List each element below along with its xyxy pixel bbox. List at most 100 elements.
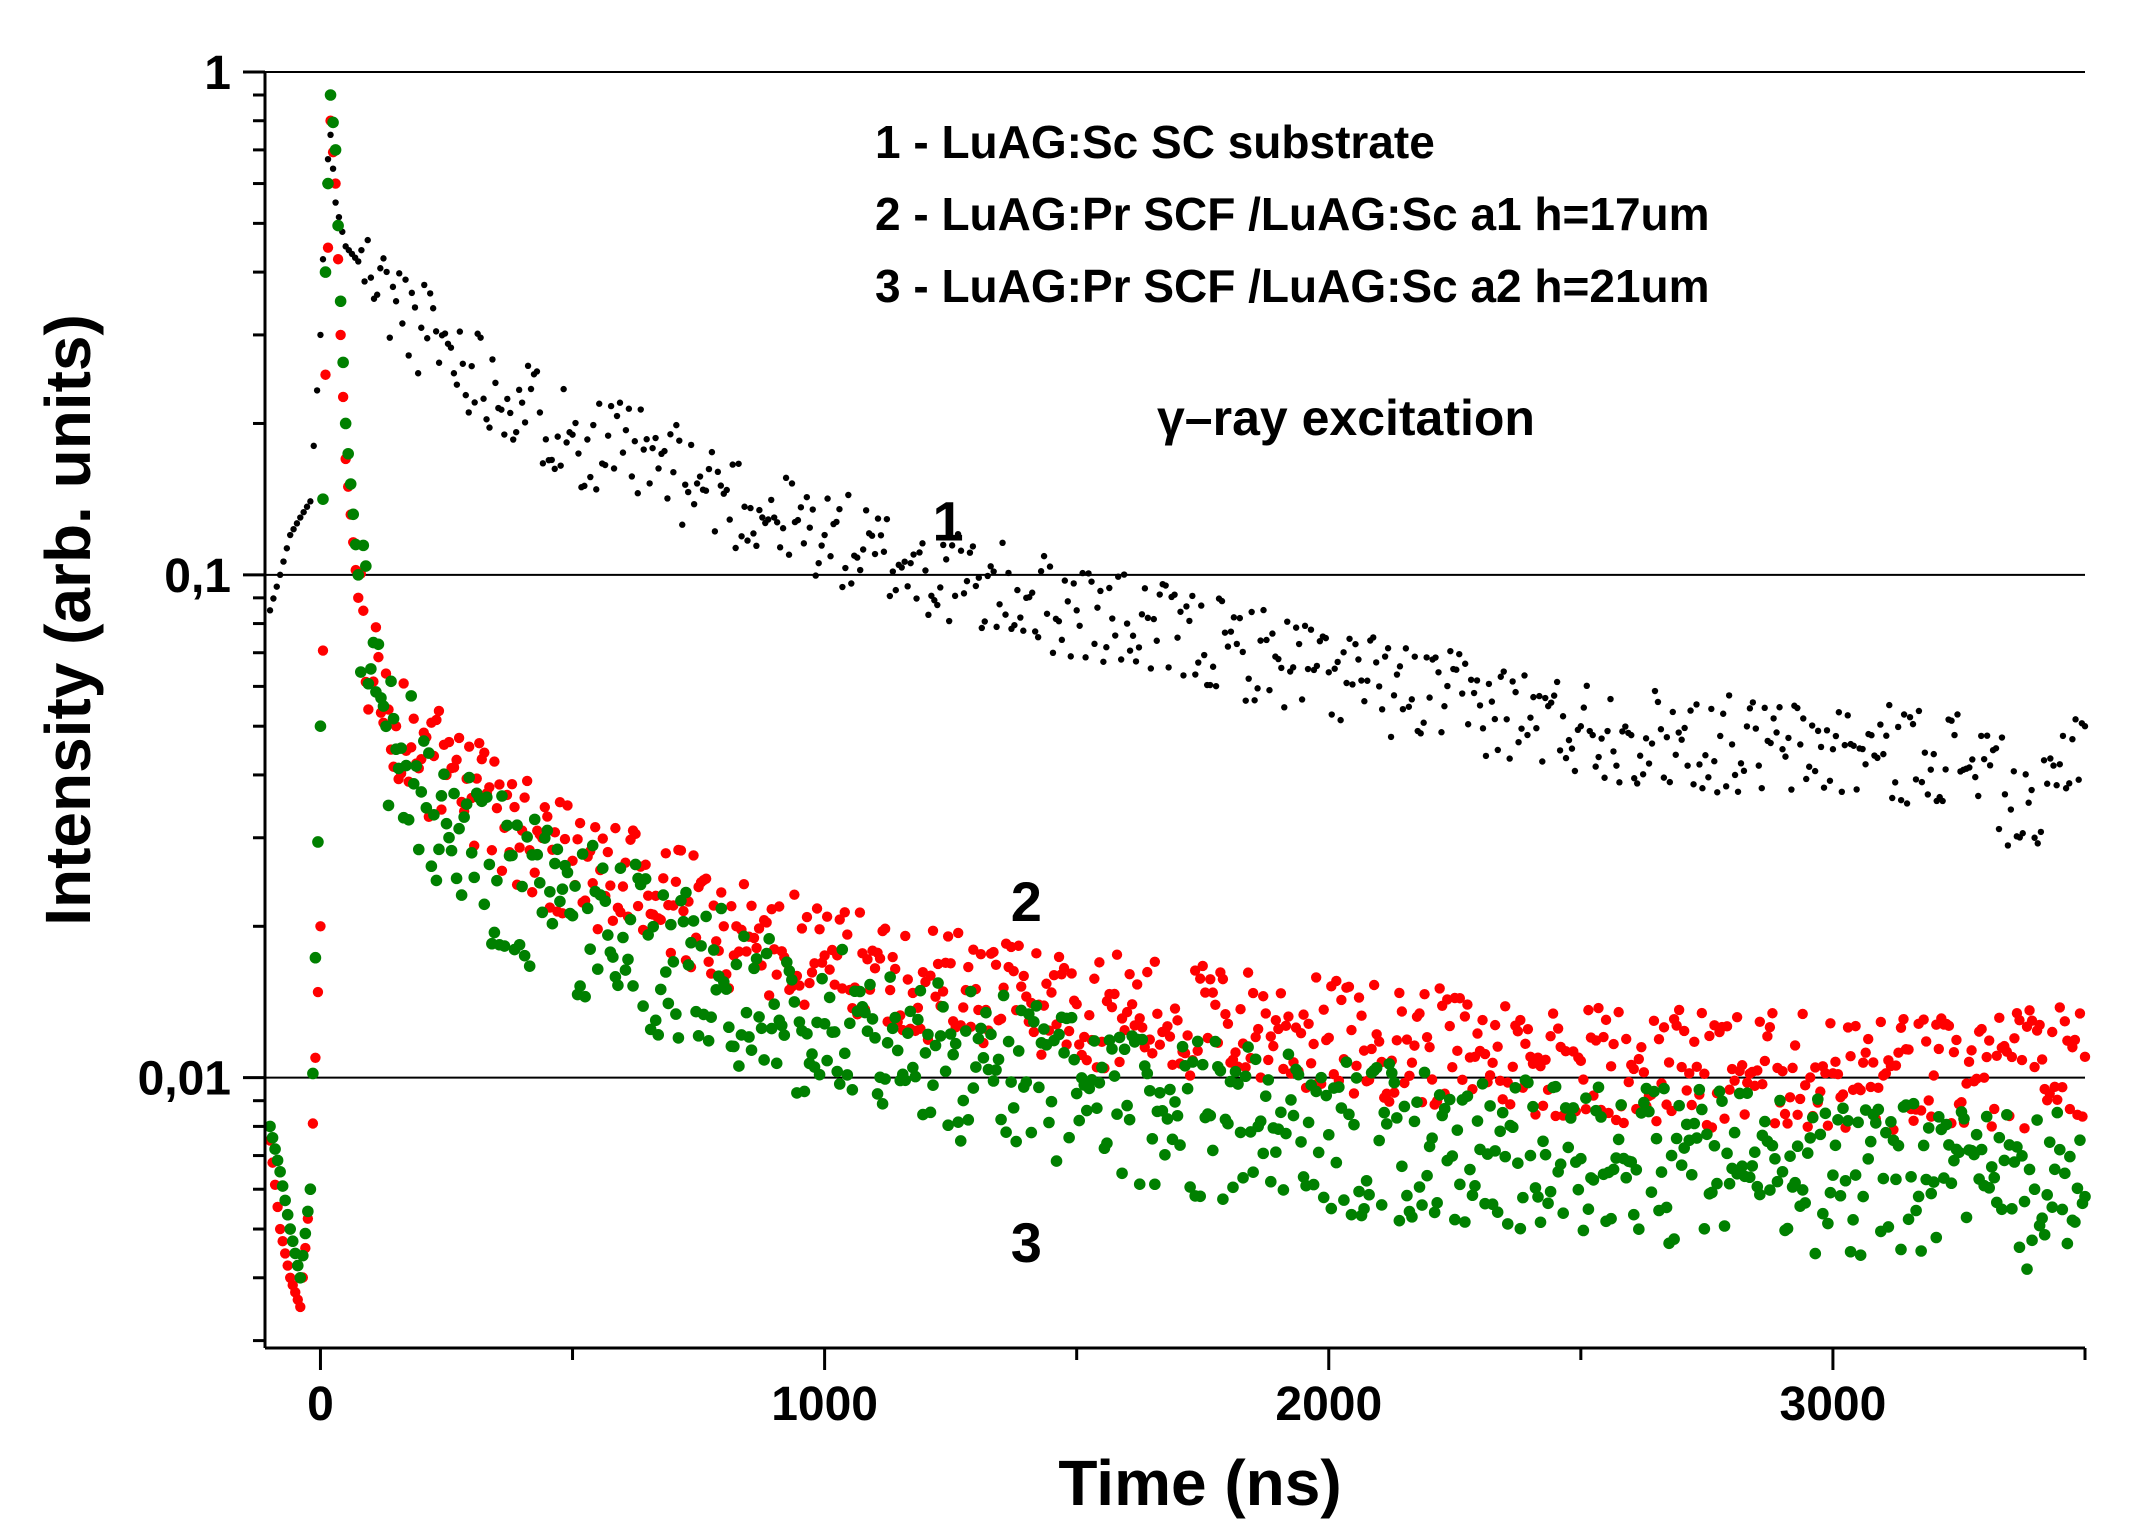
series-3-dot xyxy=(614,862,627,874)
series-2-dot xyxy=(842,929,853,940)
series-3-dot xyxy=(692,1030,705,1042)
series-3-dot xyxy=(712,970,725,982)
series-3-dot xyxy=(1217,1193,1229,1205)
series-1-dot xyxy=(1536,692,1543,700)
series-2-dot xyxy=(529,867,540,878)
series-2-dot xyxy=(975,949,987,960)
series-1-dot xyxy=(2047,755,2054,762)
series-1-dot xyxy=(1266,686,1273,694)
series-1-dot xyxy=(1355,656,1362,663)
series-1-dot xyxy=(590,421,597,429)
series-1-dot xyxy=(1675,729,1682,736)
series-3-point xyxy=(339,417,352,430)
series-1-dot xyxy=(1613,762,1620,769)
series-3-dot xyxy=(1446,1150,1459,1162)
series-1-dot xyxy=(1785,734,1792,742)
series-1-dot xyxy=(1660,774,1668,781)
series-2-dot xyxy=(431,714,442,726)
series-3-dot xyxy=(1116,1167,1128,1180)
series-3-dot xyxy=(977,1052,990,1064)
series-3-dot xyxy=(1665,1149,1678,1162)
series-1-point xyxy=(1527,714,1534,721)
series-3-dot xyxy=(271,1154,284,1167)
series-2-dot xyxy=(1918,1014,1929,1025)
series-1-dot xyxy=(768,496,775,504)
series-3-dot xyxy=(1282,1048,1295,1061)
series-1-dot xyxy=(1304,665,1312,673)
series-3-dot xyxy=(463,771,475,784)
series-3-dot xyxy=(1973,1173,1985,1185)
series-1-point xyxy=(1325,669,1332,676)
series-2-dot xyxy=(1759,1055,1771,1067)
series-3-dot xyxy=(579,990,591,1003)
series-1-dot xyxy=(1547,699,1555,706)
series-3-dot xyxy=(861,1025,874,1038)
series-3-dot xyxy=(1557,1207,1569,1219)
series-1-dot xyxy=(1239,648,1246,656)
series-1-dot xyxy=(975,574,983,581)
series-3-dot xyxy=(1925,1187,1938,1200)
series-1-point xyxy=(2056,761,2063,768)
series-2-dot xyxy=(1305,1058,1317,1069)
series-1-dot xyxy=(1055,618,1063,625)
series-3-dot xyxy=(1103,1034,1116,1047)
series-1-dot xyxy=(1411,653,1418,660)
series-3-dot xyxy=(781,956,793,968)
series-3-point xyxy=(970,1061,982,1073)
series-1-dot xyxy=(1633,780,1641,787)
series-1-dot xyxy=(293,520,301,527)
series-1-dot xyxy=(948,542,956,549)
series-3-dot xyxy=(914,984,927,997)
series-2-dot xyxy=(1507,1061,1518,1072)
series-1-dot xyxy=(1201,651,1208,659)
series-3-dot xyxy=(1532,1191,1544,1203)
series-3-dot xyxy=(2011,1141,2023,1153)
series-1-dot xyxy=(637,406,644,413)
series-3-dot xyxy=(1728,1126,1741,1139)
series-2-dot xyxy=(1303,1018,1314,1029)
series-3-dot xyxy=(949,1037,962,1050)
series-3-dot xyxy=(1713,1085,1726,1098)
series-1-dot xyxy=(1150,615,1157,623)
series-3-dot xyxy=(750,952,763,965)
series-3-dot xyxy=(1837,1102,1849,1115)
series-1-dot xyxy=(1209,663,1217,670)
series-1-dot xyxy=(1464,721,1472,728)
series-1-dot xyxy=(951,592,959,600)
series-1-dot xyxy=(1918,778,1926,786)
series-2-dot xyxy=(1220,1008,1231,1020)
series-3-dot xyxy=(423,747,435,759)
series-2-dot xyxy=(1963,1056,1975,1068)
series-3-dot xyxy=(1998,1154,2011,1167)
series-1-dot xyxy=(1811,767,1819,775)
series-3-dot xyxy=(1764,1184,1776,1196)
series-1-dot xyxy=(572,419,579,427)
series-2-dot xyxy=(1126,999,1138,1010)
series-1-dot xyxy=(1165,664,1172,671)
series-2-dot xyxy=(678,905,689,917)
series-3-dot xyxy=(1499,1150,1512,1163)
series-3-dot xyxy=(531,848,544,861)
series-1-dot xyxy=(1002,611,1009,618)
series-3-dot xyxy=(1176,1040,1189,1053)
series-2-dot xyxy=(703,956,714,967)
series-3-dot xyxy=(1905,1170,1917,1183)
series-3-dot xyxy=(1174,1139,1186,1151)
series-2-dot xyxy=(2054,1002,2065,1013)
series-3-dot xyxy=(1811,1093,1824,1105)
series-1-dot xyxy=(1948,717,1955,724)
series-3-dot xyxy=(1945,1177,1958,1190)
series-1-dot xyxy=(498,406,505,413)
series-1-dot xyxy=(640,446,647,453)
series-1-dot xyxy=(1070,580,1077,587)
series-1-dot xyxy=(1399,705,1407,713)
series-2-dot xyxy=(834,914,845,925)
series-1-dot xyxy=(1049,649,1057,657)
series-2-dot xyxy=(665,947,677,959)
series-1-dot xyxy=(1983,732,1991,739)
series-1-dot xyxy=(1180,672,1187,679)
series-3-dot xyxy=(405,690,418,702)
series-3-dot xyxy=(1338,1194,1350,1206)
series-3-dot xyxy=(672,1032,685,1044)
series-1-dot xyxy=(765,516,772,523)
